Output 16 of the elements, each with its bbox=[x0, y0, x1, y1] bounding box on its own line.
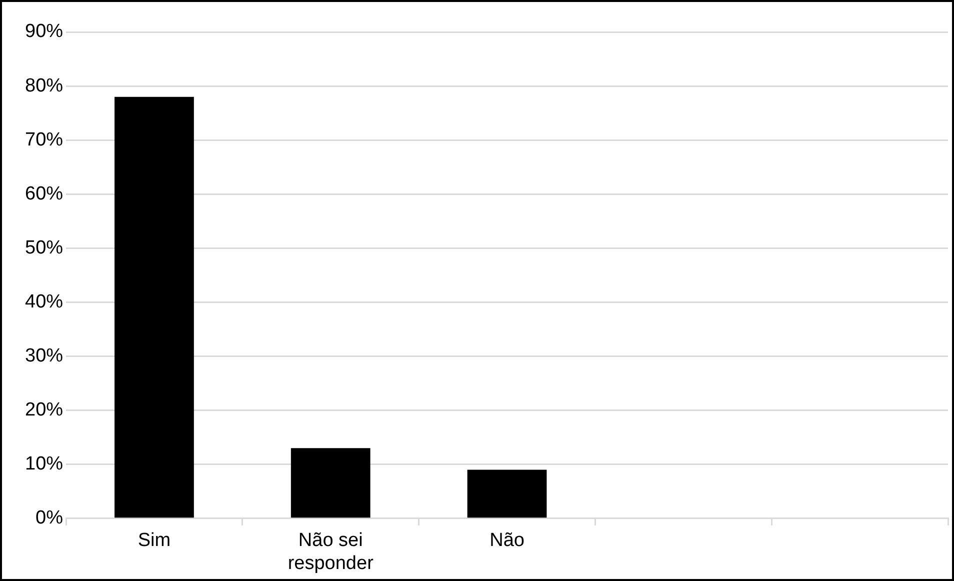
y-tick-label: 0% bbox=[36, 508, 64, 529]
y-tick-label: 80% bbox=[24, 75, 64, 96]
x-tick-label: Sim bbox=[138, 530, 171, 552]
y-tick-label: 20% bbox=[24, 400, 64, 421]
y-tick-label: 40% bbox=[24, 291, 64, 312]
y-tick-label: 10% bbox=[24, 454, 64, 475]
x-tick-label: Não bbox=[490, 530, 524, 552]
bar bbox=[467, 470, 547, 518]
y-tick-label: 70% bbox=[24, 129, 64, 150]
y-tick-label: 60% bbox=[24, 183, 64, 204]
y-tick-label: 50% bbox=[24, 237, 64, 258]
y-tick-label: 90% bbox=[24, 21, 64, 42]
y-tick-label: 30% bbox=[24, 346, 64, 366]
x-tick-label: Não sei responder bbox=[288, 530, 374, 574]
bar bbox=[114, 96, 194, 518]
bar bbox=[290, 448, 370, 518]
